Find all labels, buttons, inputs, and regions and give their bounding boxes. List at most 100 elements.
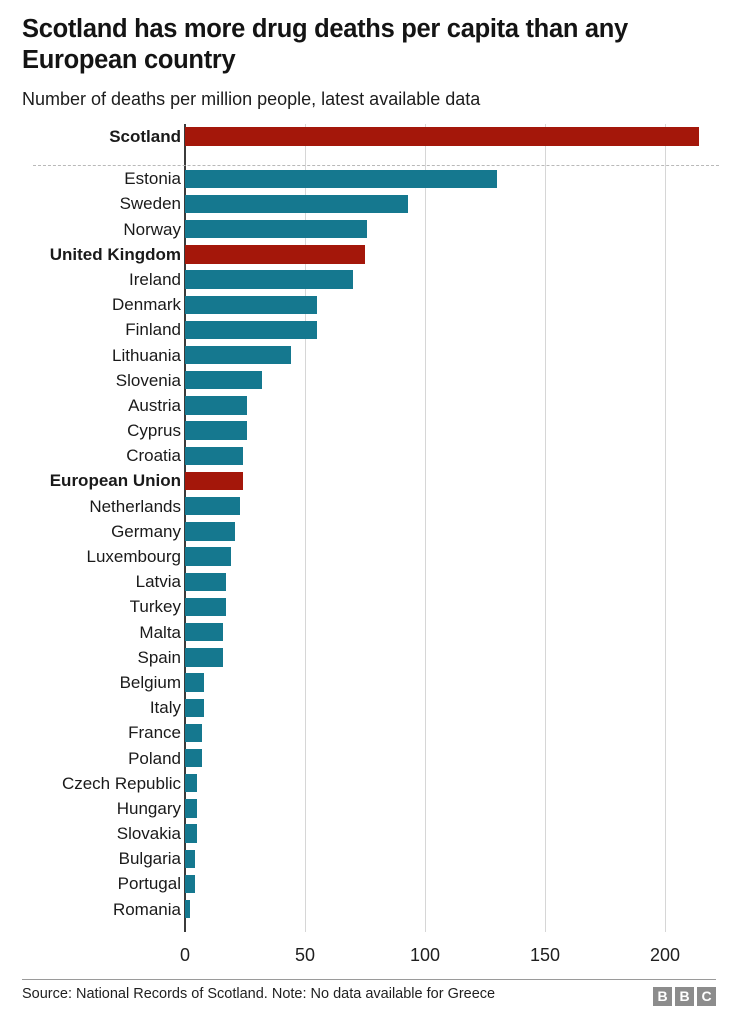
bar-finland[interactable] xyxy=(185,320,317,340)
bar-label-turkey: Turkey xyxy=(129,597,181,617)
bar-label-bulgaria: Bulgaria xyxy=(118,849,181,869)
bar-label-portugal: Portugal xyxy=(117,874,181,894)
bar-norway[interactable] xyxy=(185,219,368,239)
table-row[interactable]: Ireland xyxy=(0,267,737,292)
bar-turkey[interactable] xyxy=(185,597,226,617)
table-row[interactable]: France xyxy=(0,720,737,745)
table-row[interactable]: Bulgaria xyxy=(0,846,737,871)
chart-subtitle: Number of deaths per million people, lat… xyxy=(22,89,481,109)
table-row[interactable]: Austria xyxy=(0,393,737,418)
x-axis: 0 50 100 150 200 xyxy=(0,945,737,971)
bar-estonia[interactable] xyxy=(185,169,497,188)
table-row[interactable]: Luxembourg xyxy=(0,544,737,569)
bar-sweden[interactable] xyxy=(185,194,409,214)
bar-hungary[interactable] xyxy=(185,799,197,818)
table-row[interactable]: Latvia xyxy=(0,569,737,594)
bar-netherlands[interactable] xyxy=(185,497,241,516)
bar-bulgaria[interactable] xyxy=(185,849,195,869)
table-row[interactable]: Norway xyxy=(0,217,737,242)
bar-label-belgium: Belgium xyxy=(119,672,181,692)
table-row[interactable]: Finland xyxy=(0,317,737,342)
bar-poland[interactable] xyxy=(185,748,202,768)
table-row[interactable]: Turkey xyxy=(0,594,737,619)
bar-label-spain: Spain xyxy=(137,647,181,667)
bar-label-poland: Poland xyxy=(128,748,181,768)
table-row[interactable]: Hungary xyxy=(0,796,737,821)
bar-cyprus[interactable] xyxy=(185,421,248,440)
footer-divider xyxy=(22,979,716,980)
bar-luxembourg[interactable] xyxy=(185,547,231,566)
table-row[interactable]: Slovenia xyxy=(0,368,737,393)
table-row[interactable]: Romania xyxy=(0,897,737,922)
bbc-logo-letter-2: B xyxy=(675,987,694,1006)
x-tick-label-200: 200 xyxy=(649,945,681,965)
bar-scotland[interactable] xyxy=(185,127,699,146)
bar-portugal[interactable] xyxy=(185,874,195,894)
bar-european-union[interactable] xyxy=(185,471,243,491)
bar-label-ireland: Ireland xyxy=(129,269,181,289)
bar-label-scotland: Scotland xyxy=(109,127,181,146)
bar-label-italy: Italy xyxy=(149,698,181,718)
table-row[interactable]: Germany xyxy=(0,519,737,544)
table-row[interactable]: Denmark xyxy=(0,292,737,317)
bar-label-united-kingdom: United Kingdom xyxy=(49,244,181,264)
y-axis-line xyxy=(184,124,186,932)
table-row[interactable]: Cyprus xyxy=(0,418,737,443)
table-row[interactable]: Portugal xyxy=(0,871,737,896)
bar-romania[interactable] xyxy=(185,900,190,919)
scotland-separator-line xyxy=(33,165,719,166)
table-row[interactable]: Italy xyxy=(0,695,737,720)
bar-france[interactable] xyxy=(185,723,202,743)
gridline-200 xyxy=(665,124,666,932)
bar-czech-republic[interactable] xyxy=(185,774,197,793)
bar-label-hungary: Hungary xyxy=(116,798,181,818)
table-row[interactable]: United Kingdom xyxy=(0,242,737,267)
table-row[interactable]: Slovakia xyxy=(0,821,737,846)
bar-slovenia[interactable] xyxy=(185,371,262,390)
bar-label-malta: Malta xyxy=(139,622,181,642)
table-row[interactable]: Sweden xyxy=(0,191,737,216)
table-row[interactable]: Malta xyxy=(0,620,737,645)
bar-ireland[interactable] xyxy=(185,270,353,289)
table-row[interactable]: Netherlands xyxy=(0,494,737,519)
bar-label-finland: Finland xyxy=(125,320,181,340)
bbc-logo-letter-3: C xyxy=(697,987,716,1006)
bar-italy[interactable] xyxy=(185,698,205,717)
bar-slovakia[interactable] xyxy=(185,824,197,843)
table-row[interactable]: Scotland xyxy=(0,124,737,149)
table-row[interactable]: Lithuania xyxy=(0,343,737,368)
bar-croatia[interactable] xyxy=(185,446,243,466)
table-row[interactable]: Poland xyxy=(0,746,737,771)
table-row[interactable]: European Union xyxy=(0,468,737,493)
bar-label-slovakia: Slovakia xyxy=(116,824,181,844)
bar-label-romania: Romania xyxy=(112,899,181,919)
gridlines xyxy=(0,124,737,932)
bar-lithuania[interactable] xyxy=(185,345,291,365)
bar-label-sweden: Sweden xyxy=(119,194,181,214)
bar-spain[interactable] xyxy=(185,648,224,667)
bar-label-netherlands: Netherlands xyxy=(89,496,181,516)
bar-label-luxembourg: Luxembourg xyxy=(86,547,181,566)
page-title: Scotland has more drug deaths per capita… xyxy=(22,15,628,74)
table-row[interactable]: Czech Republic xyxy=(0,771,737,796)
bar-label-lithuania: Lithuania xyxy=(111,345,181,365)
x-tick-label-100: 100 xyxy=(409,945,441,965)
table-row[interactable]: Belgium xyxy=(0,670,737,695)
x-tick-label-0: 0 xyxy=(179,945,191,965)
bar-label-norway: Norway xyxy=(123,219,181,239)
bar-label-slovenia: Slovenia xyxy=(115,370,181,390)
bar-malta[interactable] xyxy=(185,622,224,642)
table-row[interactable]: Estonia xyxy=(0,166,737,191)
gridline-100 xyxy=(425,124,426,932)
bar-germany[interactable] xyxy=(185,522,236,541)
bar-denmark[interactable] xyxy=(185,295,317,314)
bar-united-kingdom[interactable] xyxy=(185,245,365,264)
bbc-logo-letter-1: B xyxy=(653,987,672,1006)
bar-austria[interactable] xyxy=(185,396,248,415)
table-row[interactable]: Spain xyxy=(0,645,737,670)
bar-latvia[interactable] xyxy=(185,572,226,591)
table-row[interactable]: Croatia xyxy=(0,443,737,468)
gridline-50 xyxy=(305,124,306,932)
source-note: Source: National Records of Scotland. No… xyxy=(22,986,496,1002)
bar-belgium[interactable] xyxy=(185,673,205,692)
